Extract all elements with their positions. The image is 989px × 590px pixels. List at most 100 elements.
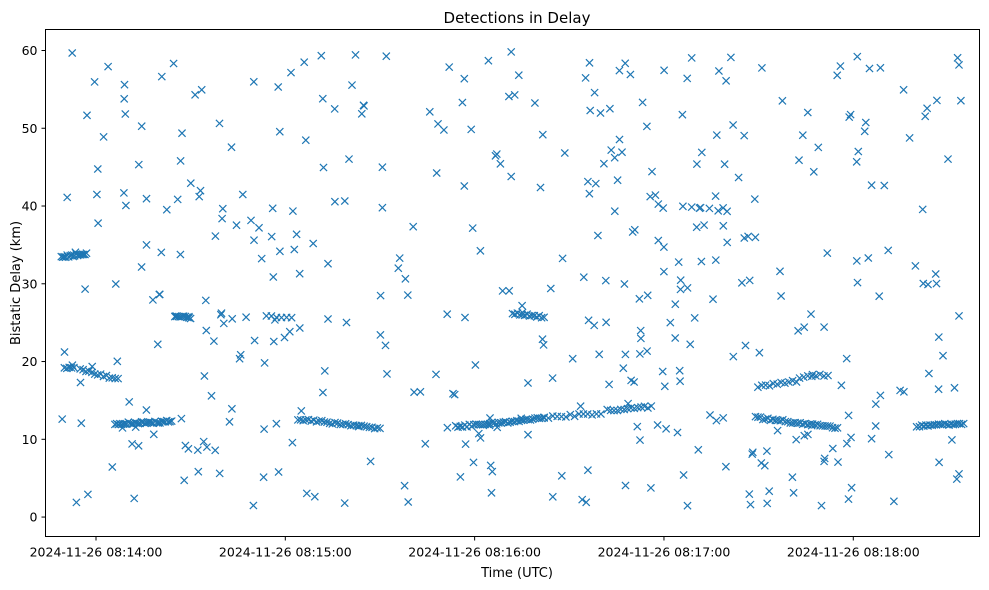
data-point — [507, 47, 516, 56]
data-point — [590, 321, 599, 330]
data-point — [169, 59, 178, 68]
data-point — [626, 70, 635, 79]
data-point — [696, 203, 705, 212]
data-point — [959, 419, 968, 428]
data-point — [954, 469, 964, 478]
data-point — [585, 58, 594, 67]
data-point — [836, 62, 845, 71]
data-point — [460, 74, 469, 83]
data-point — [323, 259, 333, 268]
data-point — [778, 96, 787, 105]
data-point — [381, 341, 390, 350]
data-point — [82, 111, 92, 120]
data-point — [404, 497, 413, 507]
data-point — [403, 291, 412, 300]
data-point — [775, 267, 785, 276]
data-point — [924, 369, 933, 378]
data-point — [746, 500, 755, 509]
data-point — [813, 420, 822, 429]
data-point — [889, 497, 898, 506]
data-point — [687, 203, 696, 212]
data-point — [90, 370, 99, 379]
data-point — [153, 340, 162, 349]
data-point — [623, 404, 632, 413]
x-tick-label: 2024-11-26 08:18:00 — [787, 545, 920, 560]
data-point — [83, 490, 92, 499]
data-point — [548, 374, 557, 383]
data-point — [658, 367, 667, 376]
data-point — [705, 204, 714, 213]
data-point — [745, 490, 754, 499]
data-point — [269, 272, 278, 282]
data-point — [68, 48, 77, 58]
data-point — [599, 159, 608, 168]
data-point — [394, 264, 403, 273]
data-point — [443, 423, 452, 432]
data-point — [697, 257, 706, 266]
data-point — [748, 448, 757, 457]
data-point — [458, 98, 467, 107]
data-point — [130, 494, 139, 503]
data-point — [561, 412, 570, 422]
data-point — [267, 232, 276, 241]
data-point — [378, 203, 387, 212]
data-point — [609, 406, 619, 415]
data-point — [376, 330, 385, 339]
data-point — [694, 445, 703, 454]
data-point — [578, 495, 587, 504]
data-point — [94, 219, 103, 228]
data-point — [152, 418, 161, 427]
data-point — [250, 336, 259, 345]
data-point — [956, 96, 965, 105]
data-point — [846, 433, 856, 442]
data-point — [560, 148, 569, 158]
data-point — [425, 107, 434, 116]
data-point — [823, 249, 832, 258]
data-point — [134, 441, 143, 450]
data-point — [918, 205, 927, 214]
data-point — [498, 286, 507, 295]
data-point — [340, 499, 349, 508]
data-point — [635, 436, 645, 445]
data-point — [953, 53, 962, 62]
data-point — [69, 363, 78, 372]
y-tick-label: 30 — [22, 276, 38, 291]
data-point — [806, 310, 816, 319]
data-point — [111, 374, 120, 383]
data-point — [666, 318, 675, 327]
data-point — [591, 179, 600, 188]
data-point — [867, 181, 876, 190]
data-point — [310, 492, 319, 501]
data-point — [269, 337, 278, 346]
data-point — [119, 188, 128, 197]
x-tick-label: 2024-11-26 08:16:00 — [408, 545, 541, 560]
data-point — [207, 391, 216, 400]
data-point — [794, 326, 803, 335]
data-point — [78, 250, 87, 259]
data-point — [530, 98, 539, 108]
data-point — [378, 163, 387, 172]
data-point — [601, 276, 610, 285]
data-point — [852, 256, 861, 265]
data-point — [934, 333, 943, 342]
data-point — [815, 370, 824, 379]
data-point — [783, 417, 792, 426]
data-point — [626, 403, 635, 413]
data-point — [235, 354, 244, 363]
data-point — [93, 164, 102, 174]
data-point — [579, 273, 588, 282]
data-point — [745, 276, 754, 285]
data-point — [301, 136, 310, 145]
data-point — [726, 53, 735, 62]
data-point — [800, 323, 809, 332]
data-point — [586, 106, 595, 115]
data-point — [63, 193, 72, 202]
data-point — [683, 501, 692, 510]
data-point — [820, 323, 829, 332]
data-point — [538, 130, 547, 139]
data-point — [228, 314, 237, 323]
data-point — [142, 240, 151, 249]
data-point — [227, 143, 236, 152]
data-point — [789, 488, 798, 497]
